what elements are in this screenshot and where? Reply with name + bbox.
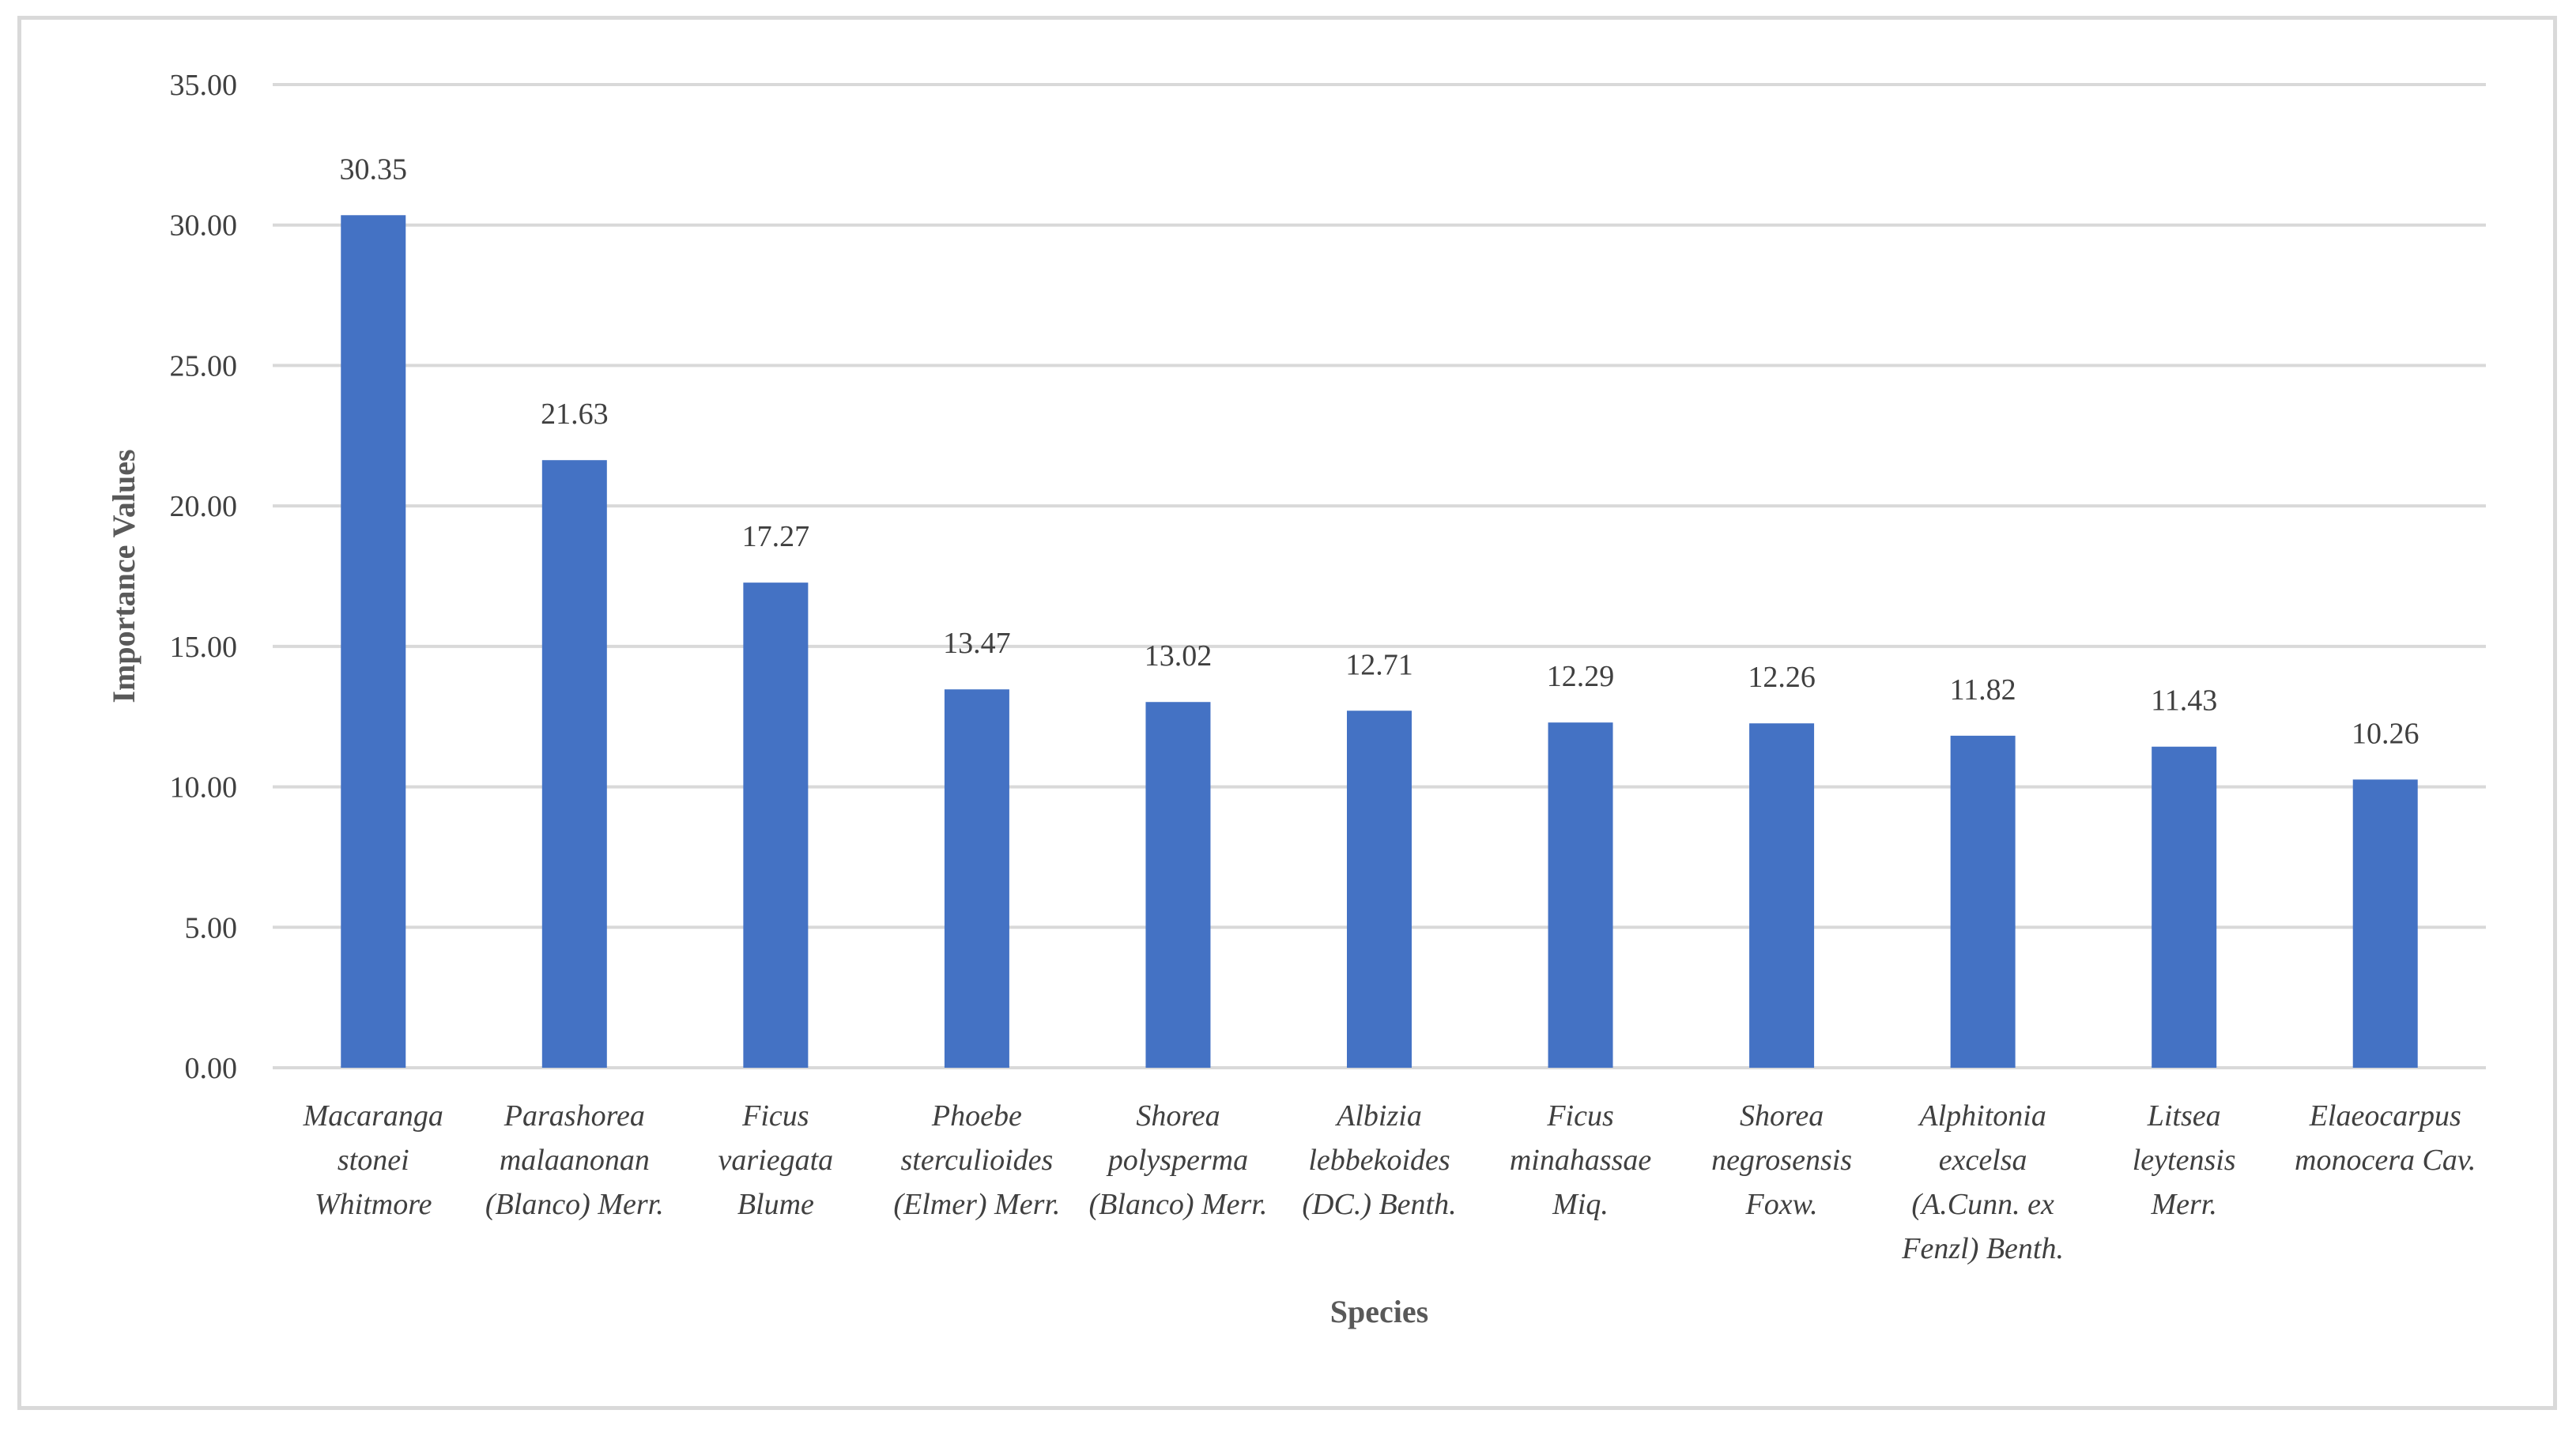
category-label-line: negrosensis: [1711, 1144, 1852, 1177]
bar: [2152, 746, 2217, 1068]
x-axis-title: Species: [1330, 1294, 1428, 1329]
gridlines: [273, 83, 2486, 1069]
data-label: 21.63: [541, 398, 609, 431]
category-label-line: Parashorea: [504, 1099, 645, 1133]
category-label-line: Alphitonia: [1917, 1099, 2046, 1133]
y-tick-label: 5.00: [185, 911, 238, 944]
data-label: 12.26: [1748, 661, 1816, 694]
category-label: Parashorea malaanonan (Blanco) Merr.: [485, 1099, 664, 1221]
y-tick-label: 20.00: [170, 490, 238, 523]
category-label: Ficus minahassae Miq.: [1510, 1099, 1652, 1221]
data-label: 10.26: [2352, 717, 2419, 750]
chart-frame: [17, 16, 2557, 1410]
category-label-line: Litsea: [2147, 1099, 2221, 1133]
category-label-line: Macaranga: [303, 1099, 443, 1133]
category-label: Elaeocarpus monocera Cav.: [2295, 1099, 2476, 1177]
category-label-line: (DC.) Benth.: [1302, 1188, 1456, 1221]
data-label: 12.29: [1547, 660, 1615, 693]
data-label: 13.47: [943, 627, 1011, 660]
bar: [541, 460, 607, 1068]
category-label-line: Merr.: [2150, 1188, 2216, 1221]
category-label-line: Elaeocarpus: [2309, 1099, 2461, 1133]
category-label-line: Shorea: [1740, 1099, 1824, 1133]
category-label-line: (A.Cunn. ex: [1911, 1188, 2054, 1221]
category-label: Litsea leytensis Merr.: [2133, 1099, 2236, 1221]
category-label: Shorea negrosensis Foxw.: [1711, 1099, 1852, 1221]
category-label-line: Miq.: [1552, 1188, 1609, 1221]
category-label-line: (Elmer) Merr.: [893, 1188, 1060, 1221]
category-label-line: Blume: [737, 1188, 814, 1221]
bar: [1950, 735, 2016, 1068]
data-labels: 30.35 21.63 17.27 13.47 13.02 12.71 12.29 12.26…: [340, 153, 2419, 750]
bar: [743, 582, 809, 1068]
category-label: Macaranga stonei Whitmore: [303, 1099, 443, 1221]
bars: [341, 215, 2418, 1068]
category-label-line: excelsa: [1939, 1144, 2027, 1177]
category-label-line: sterculioides: [901, 1144, 1054, 1177]
category-label-line: polysperma: [1106, 1144, 1248, 1177]
bar: [1145, 702, 1211, 1068]
bar: [341, 215, 406, 1068]
category-label-line: Albizia: [1334, 1099, 1422, 1133]
category-label-line: monocera Cav.: [2295, 1144, 2476, 1177]
category-label: Shorea polysperma (Blanco) Merr.: [1089, 1099, 1268, 1221]
category-label-line: Whitmore: [315, 1188, 432, 1221]
bar: [1347, 711, 1412, 1068]
data-label: 17.27: [742, 520, 810, 553]
y-tick-label: 0.00: [185, 1052, 238, 1085]
category-label: Ficus variegata Blume: [718, 1099, 834, 1221]
category-label-line: Phoebe: [931, 1099, 1022, 1133]
category-label-line: Fenzl) Benth.: [1901, 1232, 2064, 1265]
category-label-line: (Blanco) Merr.: [1089, 1188, 1268, 1221]
data-label: 13.02: [1145, 639, 1213, 673]
category-label-line: leytensis: [2133, 1144, 2236, 1177]
y-tick-label: 35.00: [170, 69, 238, 102]
category-label-line: Shorea: [1136, 1099, 1220, 1133]
category-label: Alphitonia excelsa (A.Cunn. ex Fenzl) Benth…: [1901, 1099, 2064, 1265]
y-tick-label: 10.00: [170, 771, 238, 805]
category-label-line: Foxw.: [1745, 1188, 1818, 1221]
y-tick-label: 25.00: [170, 349, 238, 383]
data-label: 12.71: [1345, 648, 1413, 681]
bar: [1749, 723, 1815, 1068]
data-label: 11.43: [2151, 684, 2217, 718]
category-label-line: minahassae: [1510, 1144, 1652, 1177]
category-label-line: Ficus: [1546, 1099, 1613, 1133]
y-axis-ticks: 0.00 5.00 10.00 15.00 20.00 25.00 30.00 35.00: [170, 69, 238, 1085]
category-label-line: variegata: [718, 1144, 834, 1177]
data-label: 11.82: [1950, 673, 2016, 707]
bar: [2352, 779, 2418, 1068]
category-label-line: lebbekoides: [1308, 1144, 1450, 1177]
bar: [1548, 722, 1613, 1068]
y-axis-title: Importance Values: [106, 449, 141, 703]
category-label: Albizia lebbekoides (DC.) Benth.: [1302, 1099, 1456, 1221]
category-label: Phoebe sterculioides (Elmer) Merr.: [893, 1099, 1060, 1221]
y-tick-label: 15.00: [170, 631, 238, 664]
category-label-line: stonei: [338, 1144, 409, 1177]
bar: [944, 689, 1009, 1068]
category-label-line: (Blanco) Merr.: [485, 1188, 664, 1221]
category-label-line: Ficus: [741, 1099, 809, 1133]
data-label: 30.35: [340, 153, 408, 186]
x-axis-categories: Macaranga stonei Whitmore Parashorea malaano…: [303, 1099, 2476, 1265]
category-label-line: malaanonan: [500, 1144, 650, 1177]
y-tick-label: 30.00: [170, 209, 238, 243]
